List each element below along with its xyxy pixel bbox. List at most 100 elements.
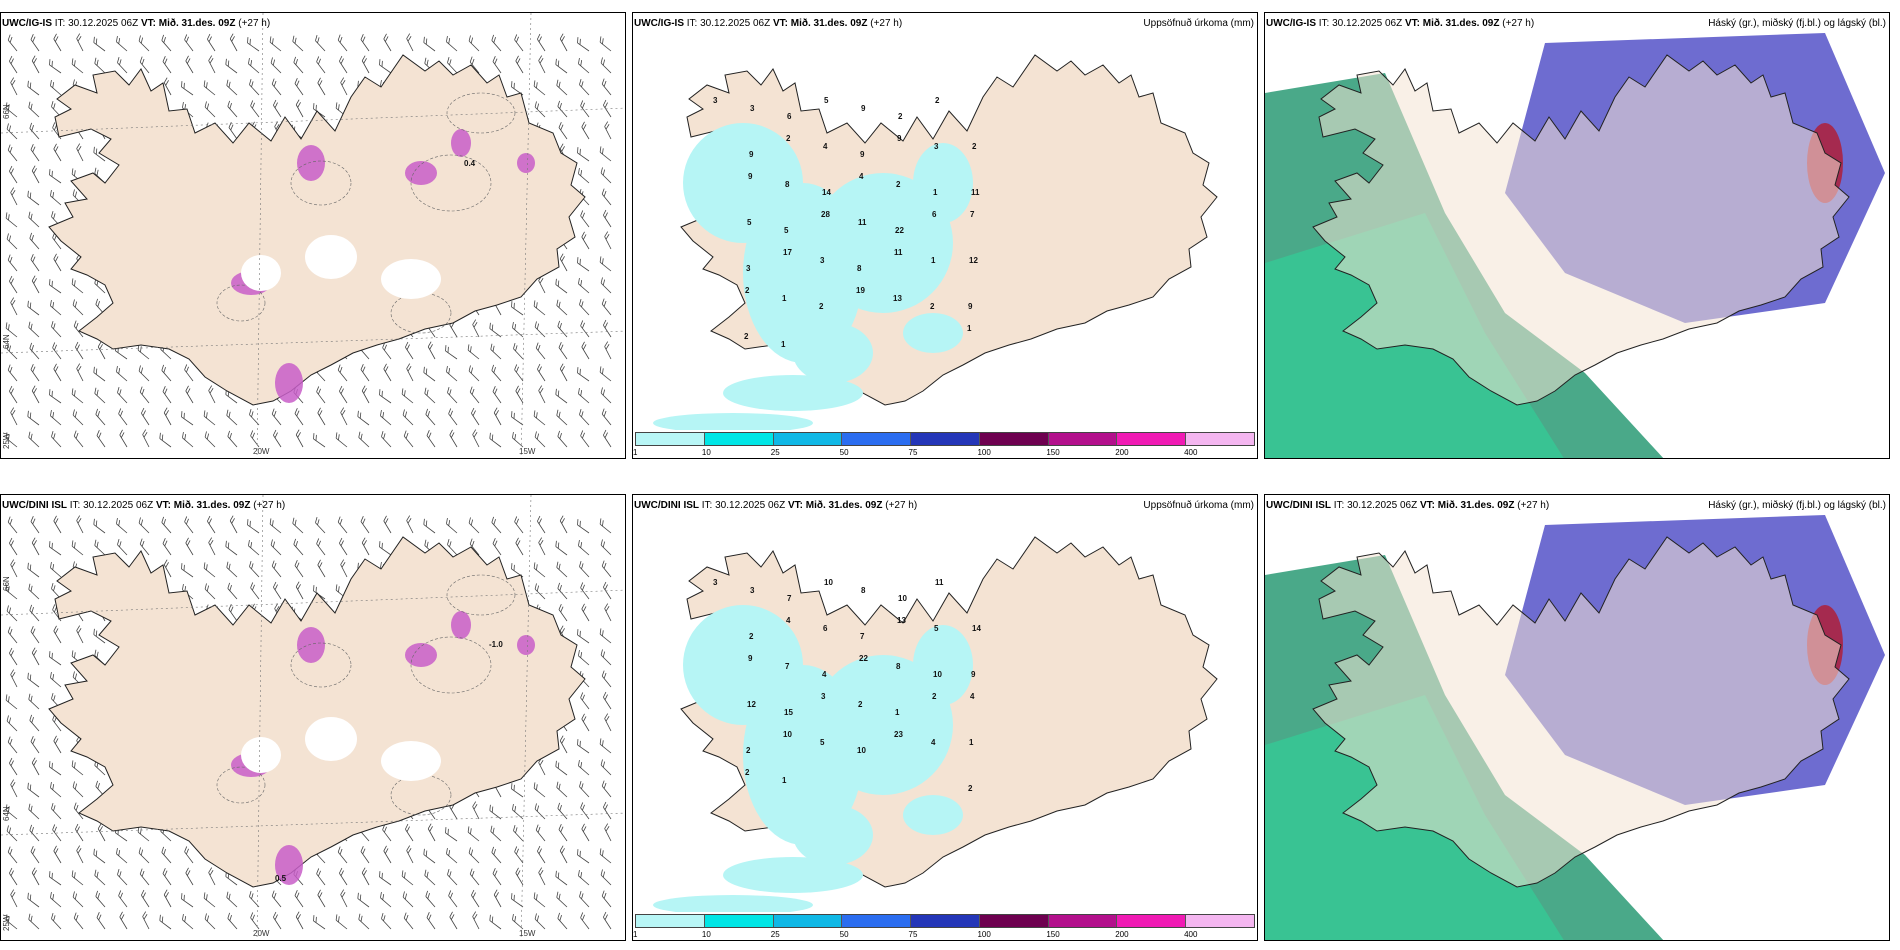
wind-barb: [557, 582, 568, 600]
wind-barb: [449, 429, 458, 448]
wind-barb: [9, 537, 18, 556]
wind-barb: [535, 824, 546, 842]
wind-barb: [337, 516, 348, 534]
wind-barb: [185, 537, 194, 556]
panel-title: UWC/IG-IS IT: 30.12.2025 06Z VT: Mið. 31…: [2, 18, 271, 29]
precip-value: 10: [857, 746, 866, 755]
wind-barb: [6, 233, 18, 250]
wind-barb: [471, 407, 480, 426]
precip-area: [793, 805, 873, 865]
product-title: Uppsöfnuð úrkoma (mm): [1143, 500, 1254, 511]
wind-barb: [603, 319, 612, 338]
precip-value: 7: [785, 662, 790, 671]
wind-barb: [27, 782, 40, 798]
wind-barb: [601, 890, 612, 908]
wind-barb: [76, 625, 84, 644]
wind-barb: [273, 99, 282, 118]
wind-barb: [162, 56, 172, 74]
wind-barb: [71, 760, 84, 776]
wind-barb: [577, 629, 590, 644]
wind-barb: [71, 870, 84, 886]
legend-segment: [773, 433, 843, 445]
wind-barb: [294, 78, 304, 96]
wind-barb: [514, 516, 524, 534]
wind-barb: [9, 757, 18, 776]
wind-barb: [7, 736, 18, 754]
legend-tick: 200: [1115, 448, 1129, 457]
wind-barb: [247, 37, 260, 52]
wind-barb: [533, 80, 546, 96]
wind-barb: [469, 868, 480, 886]
wind-barb: [337, 846, 348, 864]
wind-barb: [315, 517, 326, 534]
legend-tick: 400: [1184, 448, 1198, 457]
wind-barb: [295, 911, 304, 930]
wind-barb: [600, 869, 612, 886]
wind-barb: [579, 79, 590, 96]
precip-value: 1: [782, 294, 787, 303]
wind-barb: [555, 58, 568, 74]
wind-barb: [117, 539, 128, 556]
legend-tick: 100: [977, 448, 991, 457]
wind-barb: [448, 408, 458, 426]
hatched-area: [290, 642, 352, 688]
wind-barb: [335, 432, 348, 448]
wind-barb: [579, 561, 590, 578]
wind-barb: [270, 57, 282, 74]
wind-barb: [361, 385, 370, 404]
wind-barb: [225, 58, 238, 74]
wind-barb: [600, 277, 612, 294]
wind-barb: [139, 56, 150, 74]
wind-barb: [361, 55, 370, 74]
wind-barb: [515, 385, 524, 404]
wind-barb: [467, 826, 480, 842]
wind-barb: [578, 168, 590, 184]
wind-barb: [50, 410, 62, 426]
legend-tick: 10: [701, 930, 711, 939]
wind-barb: [317, 77, 326, 96]
wind-barb: [491, 516, 502, 534]
wind-barb: [71, 388, 84, 404]
wind-barb: [50, 562, 62, 578]
wind-barb: [555, 388, 568, 404]
wind-barb: [513, 343, 524, 360]
precip-map: 3365922292499311981442175528112261231738…: [653, 54, 1218, 433]
wind-barb: [138, 35, 150, 52]
wind-barb: [577, 849, 590, 864]
wind-barb: [30, 364, 40, 382]
precip-value: 1: [969, 738, 974, 747]
wind-barb: [534, 803, 546, 820]
wind-barb: [7, 846, 18, 864]
wind-barb: [446, 36, 458, 52]
wind-barb: [28, 211, 40, 228]
precip-value: 2: [896, 180, 901, 189]
wind-barb: [225, 540, 238, 556]
hatched-area: [390, 292, 452, 334]
precip-value: 14: [822, 188, 831, 197]
wind-barb: [53, 33, 62, 52]
legend-tick: 200: [1115, 930, 1129, 939]
wind-barb: [600, 649, 612, 666]
wind-barb: [10, 407, 18, 426]
legend-tick: 25: [770, 930, 780, 939]
wind-barb: [184, 516, 194, 534]
wind-barb: [556, 79, 568, 96]
precip-value: 9: [968, 302, 973, 311]
lon-label-15w: 15W: [519, 447, 536, 456]
wind-barb: [556, 891, 568, 908]
wind-barb: [578, 278, 590, 294]
wind-barb: [424, 387, 436, 404]
wind-barb: [9, 385, 18, 404]
wind-barb: [406, 515, 414, 534]
wind-barb: [577, 37, 590, 52]
wind-barb: [139, 386, 150, 404]
wind-barb: [31, 757, 40, 776]
wind-barb: [29, 122, 40, 140]
wind-barb: [537, 363, 546, 382]
wind-barb: [423, 36, 436, 52]
wind-barb: [51, 913, 62, 930]
wind-barb: [360, 846, 370, 864]
precip-area: [903, 795, 963, 835]
wind-barb: [599, 738, 612, 754]
precip-value: 1: [895, 708, 900, 717]
